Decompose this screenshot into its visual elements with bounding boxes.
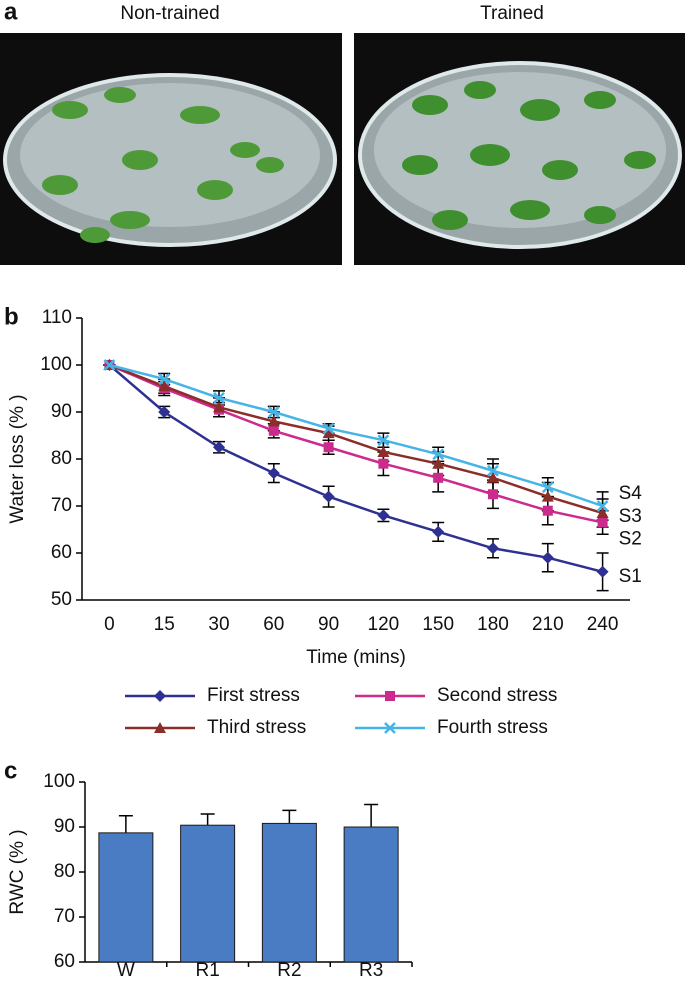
series-line: [108, 364, 603, 574]
photo-caption: Non-trained: [120, 3, 219, 24]
legend-item: Second stress: [355, 685, 557, 706]
marker: [432, 448, 445, 461]
y-tick-label: 60: [54, 951, 75, 972]
end-label: S2: [619, 528, 642, 549]
marker: [487, 471, 499, 483]
x-tick-label: R2: [277, 960, 301, 978]
x-tick-label: 60: [263, 614, 284, 635]
end-label: S4: [619, 483, 643, 504]
x-tick-label: 0: [104, 614, 115, 635]
marker: [487, 464, 499, 477]
y-tick-label: 80: [51, 448, 72, 469]
marker: [323, 442, 334, 453]
bar: [98, 832, 154, 963]
bar: [180, 824, 236, 963]
x-tick-label: R1: [195, 960, 219, 978]
bar: [343, 826, 399, 963]
marker: [377, 445, 390, 457]
marker: [322, 427, 335, 439]
legend-item: First stress: [125, 685, 300, 706]
marker: [541, 490, 554, 502]
end-label: S1: [619, 566, 642, 587]
photo: [0, 33, 342, 265]
x-tick-label: R3: [359, 960, 383, 978]
y-tick-label: 50: [51, 589, 72, 610]
marker: [488, 489, 498, 500]
x-axis-label: Time (mins): [306, 647, 406, 668]
y-tick-label: 100: [40, 354, 72, 375]
marker: [267, 406, 280, 418]
series-line: [108, 363, 603, 515]
series-line: [109, 363, 604, 508]
x-tick-label: 150: [422, 614, 454, 635]
x-tick-label: 210: [532, 614, 564, 635]
marker: [268, 425, 279, 436]
legend-marker: [384, 722, 396, 734]
legend-item: Fourth stress: [355, 717, 548, 738]
legend-label: Fourth stress: [437, 717, 548, 738]
y-axis-label: RWC (% ): [7, 829, 28, 914]
marker: [596, 500, 609, 512]
marker: [433, 472, 444, 483]
legend-marker: [154, 690, 166, 702]
y-tick-label: 100: [43, 771, 75, 792]
panel-label: a: [4, 0, 18, 25]
marker: [267, 467, 280, 480]
photo-caption: Trained: [480, 3, 544, 24]
y-tick-label: 70: [51, 495, 72, 516]
marker: [158, 406, 171, 418]
y-tick-label: 110: [42, 307, 72, 328]
panel-label: b: [4, 303, 19, 330]
marker: [487, 542, 499, 555]
y-tick-label: 90: [51, 401, 72, 422]
x-tick-label: 120: [368, 614, 400, 635]
marker: [378, 458, 389, 469]
y-tick-label: 90: [54, 816, 75, 837]
legend-marker: [154, 722, 166, 733]
panel-label: c: [4, 757, 17, 784]
marker: [213, 401, 225, 413]
marker: [541, 481, 554, 494]
marker: [596, 565, 609, 578]
series-line: [108, 363, 603, 524]
marker: [158, 380, 171, 392]
marker: [596, 507, 609, 519]
marker: [213, 392, 225, 404]
marker: [213, 441, 225, 454]
y-tick-label: 80: [54, 861, 75, 882]
legend-label: First stress: [207, 685, 300, 706]
marker: [103, 359, 116, 371]
marker: [322, 490, 335, 503]
marker: [541, 551, 554, 564]
marker: [597, 517, 608, 528]
x-tick-label: 30: [208, 614, 229, 635]
legend-label: Third stress: [207, 717, 306, 738]
y-tick-label: 60: [51, 542, 72, 563]
legend-label: Second stress: [437, 685, 557, 706]
end-label: S3: [619, 506, 642, 527]
x-tick-label: 15: [154, 614, 175, 635]
marker: [377, 434, 390, 447]
marker: [432, 457, 445, 469]
x-tick-label: 240: [587, 614, 619, 635]
marker: [158, 373, 171, 385]
x-tick-label: 90: [318, 614, 339, 635]
y-axis-label: Water loss (% ): [7, 394, 28, 523]
x-tick-label: 180: [477, 614, 509, 635]
marker: [542, 505, 553, 516]
marker: [377, 509, 390, 522]
bar: [261, 822, 317, 963]
marker: [267, 415, 280, 427]
legend-item: Third stress: [125, 717, 306, 738]
legend-marker: [385, 691, 395, 701]
y-tick-label: 70: [54, 906, 75, 927]
marker: [322, 422, 335, 435]
photo: [354, 33, 685, 265]
marker: [432, 525, 445, 538]
x-tick-label: W: [117, 960, 135, 978]
